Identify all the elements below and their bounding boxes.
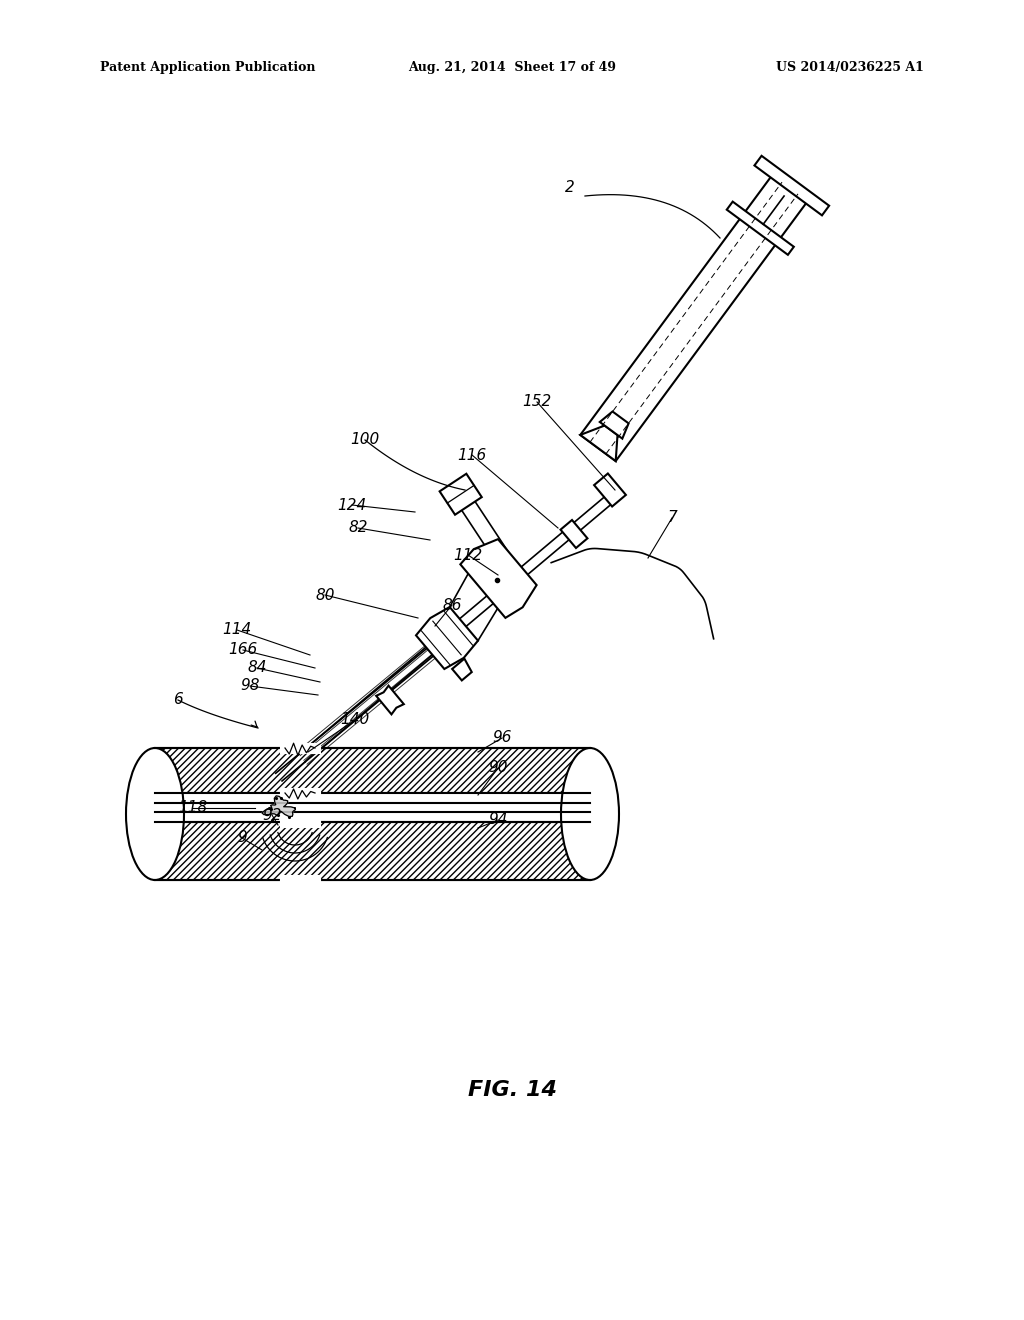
Text: 166: 166 bbox=[228, 643, 258, 657]
Text: 84: 84 bbox=[247, 660, 266, 676]
Polygon shape bbox=[581, 425, 617, 461]
Text: FIG. 14: FIG. 14 bbox=[468, 1080, 556, 1100]
Polygon shape bbox=[560, 520, 588, 548]
Text: 96: 96 bbox=[493, 730, 512, 746]
Polygon shape bbox=[155, 793, 590, 803]
Polygon shape bbox=[594, 474, 626, 507]
Text: US 2014/0236225 A1: US 2014/0236225 A1 bbox=[776, 62, 924, 74]
Text: 90: 90 bbox=[488, 760, 508, 776]
Ellipse shape bbox=[126, 748, 184, 880]
Polygon shape bbox=[581, 176, 808, 461]
Polygon shape bbox=[453, 659, 472, 680]
Text: 82: 82 bbox=[348, 520, 368, 536]
Text: 98: 98 bbox=[241, 678, 260, 693]
Polygon shape bbox=[416, 607, 478, 669]
Text: 140: 140 bbox=[340, 713, 370, 727]
Text: 116: 116 bbox=[458, 447, 486, 462]
Polygon shape bbox=[155, 748, 590, 793]
Polygon shape bbox=[155, 803, 590, 812]
Polygon shape bbox=[262, 796, 295, 817]
Polygon shape bbox=[727, 202, 794, 255]
Text: Patent Application Publication: Patent Application Publication bbox=[100, 62, 315, 74]
Text: 100: 100 bbox=[350, 433, 380, 447]
Text: Aug. 21, 2014  Sheet 17 of 49: Aug. 21, 2014 Sheet 17 of 49 bbox=[408, 62, 616, 74]
Text: 80: 80 bbox=[315, 587, 335, 602]
Text: 124: 124 bbox=[337, 498, 367, 512]
Polygon shape bbox=[461, 539, 537, 618]
Text: 9: 9 bbox=[238, 830, 247, 846]
Polygon shape bbox=[755, 156, 829, 215]
Text: 94: 94 bbox=[488, 813, 508, 828]
Text: 6: 6 bbox=[173, 693, 183, 708]
Text: 92: 92 bbox=[262, 808, 282, 822]
Text: 2: 2 bbox=[565, 181, 574, 195]
Text: 114: 114 bbox=[222, 623, 252, 638]
Ellipse shape bbox=[561, 748, 618, 880]
Polygon shape bbox=[376, 685, 403, 714]
Text: 118: 118 bbox=[178, 800, 208, 816]
Text: 86: 86 bbox=[442, 598, 462, 612]
Text: 112: 112 bbox=[454, 548, 482, 562]
Polygon shape bbox=[600, 412, 629, 438]
Polygon shape bbox=[155, 822, 590, 880]
Text: 7: 7 bbox=[667, 511, 677, 525]
Polygon shape bbox=[439, 474, 481, 515]
Text: 152: 152 bbox=[522, 395, 552, 409]
